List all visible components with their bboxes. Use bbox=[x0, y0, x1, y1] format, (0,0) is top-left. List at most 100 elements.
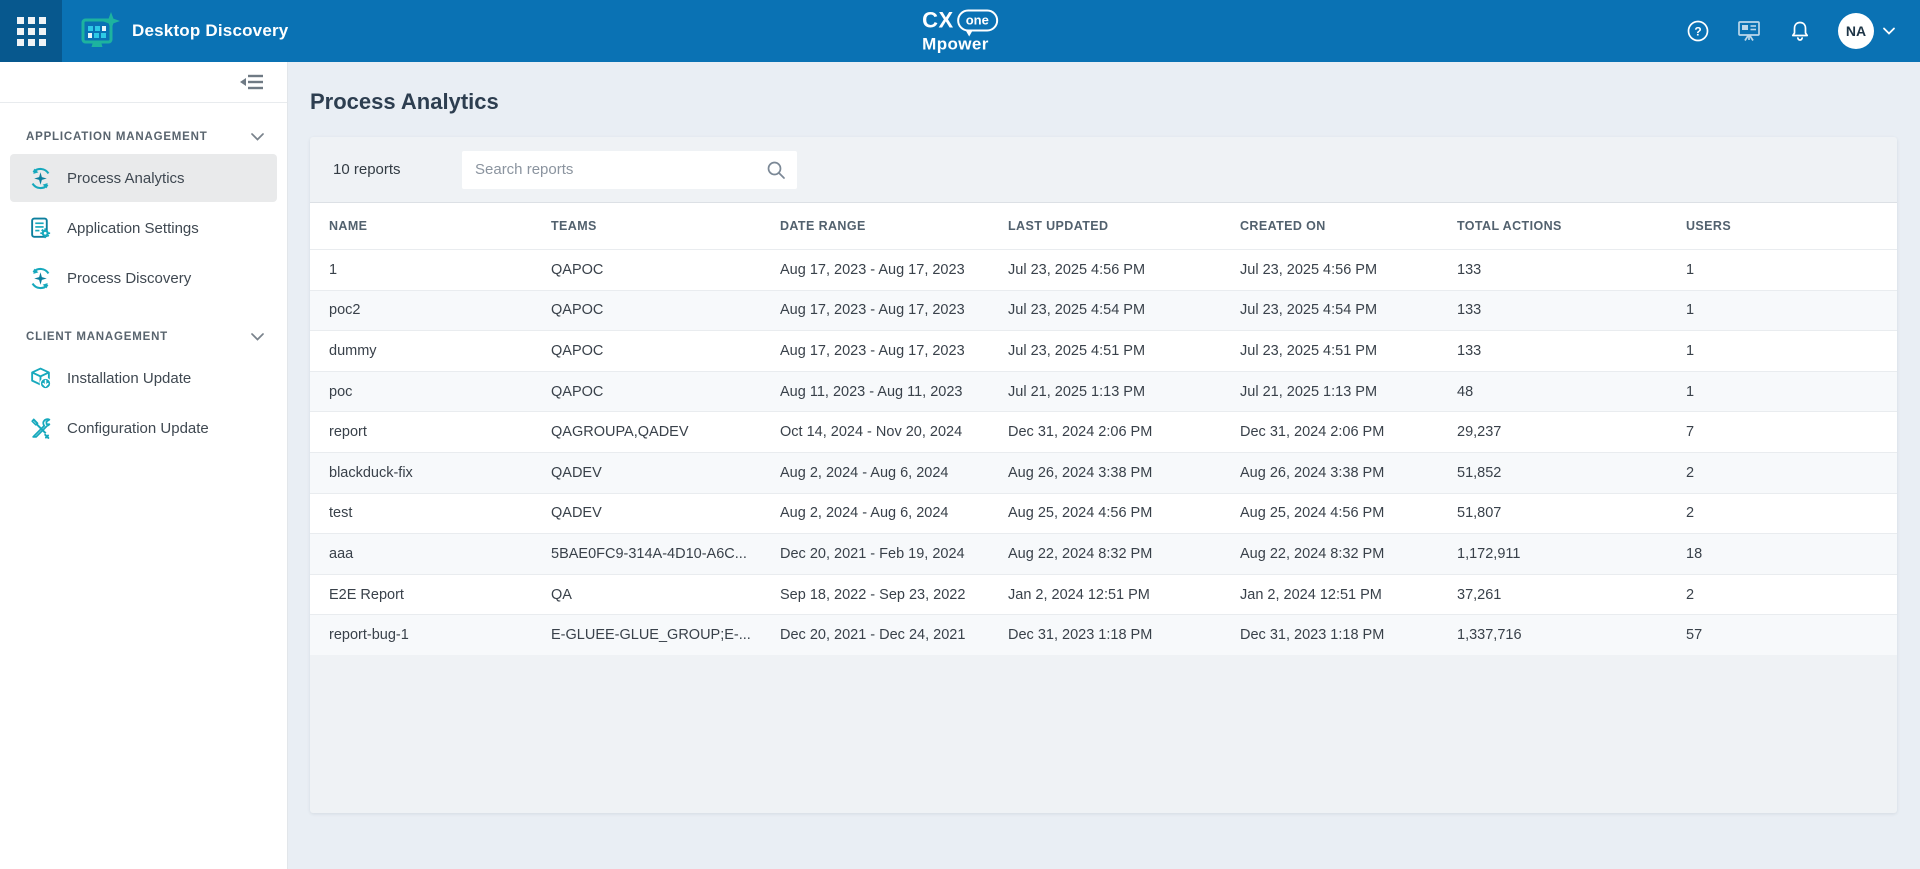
table-cell: 133 bbox=[1457, 261, 1482, 278]
sidebar-item-label: Configuration Update bbox=[67, 419, 209, 437]
table-cell: Dec 20, 2021 - Dec 24, 2021 bbox=[780, 627, 966, 644]
help-button[interactable]: ? bbox=[1686, 19, 1710, 43]
table-cell: 5BAE0FC9-314A-4D10-A6C... bbox=[551, 545, 747, 562]
table-cell: 29,237 bbox=[1457, 424, 1502, 441]
logo-one-bubble: one bbox=[956, 9, 998, 37]
section-client-management[interactable]: CLIENT MANAGEMENT bbox=[0, 303, 287, 353]
table-cell: Dec 31, 2024 2:06 PM bbox=[1240, 424, 1385, 441]
table-cell: Jul 23, 2025 4:51 PM bbox=[1240, 342, 1378, 359]
app-title: Desktop Discovery bbox=[132, 21, 289, 40]
desktop-discovery-icon bbox=[78, 10, 120, 52]
table-cell: Oct 14, 2024 - Nov 20, 2024 bbox=[780, 424, 963, 441]
section-application-management[interactable]: APPLICATION MANAGEMENT bbox=[0, 103, 287, 153]
logo-mpower-text: Mpower bbox=[922, 34, 989, 54]
table-row[interactable]: 1 QAPOC Aug 17, 2023 - Aug 17, 2023 Jul 23,… bbox=[310, 249, 1897, 290]
table-cell: 1 bbox=[329, 261, 338, 278]
table-row[interactable]: poc2 QAPOC Aug 17, 2023 - Aug 17, 2023 Jul … bbox=[310, 289, 1897, 331]
avatar: NA bbox=[1838, 13, 1874, 49]
table-cell: QADEV bbox=[551, 464, 602, 481]
process-analytics-icon bbox=[29, 167, 52, 190]
search-box bbox=[462, 150, 797, 189]
table-cell: Jul 21, 2025 1:13 PM bbox=[1008, 383, 1146, 400]
table-row[interactable]: report-bug-1 E-GLUEE-GLUE_GROUP;E-... Dec … bbox=[310, 614, 1897, 655]
column-header-total-actions[interactable]: TOTAL ACTIONS bbox=[1457, 219, 1562, 233]
sidebar-item-label: Process Analytics bbox=[67, 169, 185, 187]
column-header-created-on[interactable]: CREATED ON bbox=[1240, 219, 1326, 233]
search-input[interactable] bbox=[462, 150, 797, 189]
table-cell: 1 bbox=[1686, 302, 1695, 319]
notifications-button[interactable] bbox=[1788, 19, 1812, 43]
column-header-teams[interactable]: TEAMS bbox=[551, 219, 597, 233]
table-cell: E-GLUEE-GLUE_GROUP;E-... bbox=[551, 627, 751, 644]
sidebar-item-installation-update[interactable]: Installation Update bbox=[10, 354, 277, 402]
reports-toolbar: 10 reports bbox=[310, 137, 1897, 202]
table-cell: Aug 26, 2024 3:38 PM bbox=[1240, 464, 1385, 481]
top-header-bar: Desktop Discovery CX one Mpower ? bbox=[0, 0, 1920, 62]
sidebar: APPLICATION MANAGEMENT Process Analytics bbox=[0, 62, 288, 869]
column-header-last-updated[interactable]: LAST UPDATED bbox=[1008, 219, 1109, 233]
table-row[interactable]: poc QAPOC Aug 11, 2023 - Aug 11, 2023 Jul 2… bbox=[310, 370, 1897, 412]
sidebar-item-label: Process Discovery bbox=[67, 269, 192, 287]
table-cell: QADEV bbox=[551, 505, 602, 522]
table-cell: 1 bbox=[1686, 342, 1695, 359]
svg-text:?: ? bbox=[1694, 25, 1701, 39]
table-cell: QAPOC bbox=[551, 342, 604, 359]
table-cell: 133 bbox=[1457, 302, 1482, 319]
table-cell: Dec 31, 2023 1:18 PM bbox=[1008, 627, 1153, 644]
table-cell: Aug 25, 2024 4:56 PM bbox=[1240, 505, 1385, 522]
app-brand: Desktop Discovery bbox=[78, 10, 288, 52]
waffle-icon bbox=[16, 16, 46, 46]
collapse-sidebar-icon bbox=[240, 74, 263, 90]
table-cell: 1,337,716 bbox=[1457, 627, 1522, 644]
table-row[interactable]: aaa 5BAE0FC9-314A-4D10-A6C... Dec 20, 2021… bbox=[310, 533, 1897, 574]
table-row[interactable]: blackduck-fix QADEV Aug 2, 2024 - Aug 6, 2… bbox=[310, 451, 1897, 493]
table-row[interactable]: E2E Report QA Sep 18, 2022 - Sep 23, 2022 J… bbox=[310, 573, 1897, 615]
table-header-row: NAME TEAMS DATE RANGE LAST UPDATED CREATED O… bbox=[310, 203, 1897, 249]
sidebar-item-process-analytics[interactable]: Process Analytics bbox=[10, 154, 277, 202]
column-header-date-range[interactable]: DATE RANGE bbox=[780, 219, 866, 233]
column-header-users[interactable]: USERS bbox=[1686, 219, 1732, 233]
table-cell: 57 bbox=[1686, 627, 1703, 644]
table-cell: 1 bbox=[1686, 383, 1695, 400]
configuration-update-icon bbox=[29, 417, 52, 440]
app-launcher-button[interactable] bbox=[0, 0, 62, 62]
sidebar-item-process-discovery[interactable]: Process Discovery bbox=[10, 254, 277, 302]
table-cell: blackduck-fix bbox=[329, 464, 413, 481]
table-cell: 51,852 bbox=[1457, 464, 1502, 481]
table-cell: Aug 22, 2024 8:32 PM bbox=[1008, 545, 1153, 562]
header-actions: ? NA bbox=[1686, 13, 1920, 49]
table-row[interactable]: test QADEV Aug 2, 2024 - Aug 6, 2024 Aug 25… bbox=[310, 492, 1897, 534]
application-settings-icon bbox=[29, 217, 52, 240]
bell-icon bbox=[1791, 21, 1809, 41]
cxone-mpower-logo: CX one Mpower bbox=[922, 7, 998, 54]
presentation-button[interactable] bbox=[1736, 18, 1762, 44]
main-content: Process Analytics 10 reports bbox=[288, 62, 1920, 869]
table-cell: Dec 31, 2024 2:06 PM bbox=[1008, 424, 1153, 441]
table-cell: Aug 11, 2023 - Aug 11, 2023 bbox=[780, 383, 963, 400]
table-cell: report bbox=[329, 424, 367, 441]
table-row[interactable]: report QAGROUPA,QADEV Oct 14, 2024 - Nov 2… bbox=[310, 411, 1897, 452]
collapse-sidebar-button[interactable] bbox=[239, 71, 265, 93]
table-cell: QAPOC bbox=[551, 261, 604, 278]
table-cell: Jan 2, 2024 12:51 PM bbox=[1008, 586, 1150, 603]
sidebar-item-application-settings[interactable]: Application Settings bbox=[10, 204, 277, 252]
table-cell: Dec 20, 2021 - Feb 19, 2024 bbox=[780, 545, 965, 562]
table-cell: Aug 2, 2024 - Aug 6, 2024 bbox=[780, 505, 949, 522]
table-cell: Aug 17, 2023 - Aug 17, 2023 bbox=[780, 342, 965, 359]
column-header-name[interactable]: NAME bbox=[329, 219, 368, 233]
section-label: CLIENT MANAGEMENT bbox=[26, 331, 169, 343]
user-menu[interactable]: NA bbox=[1838, 13, 1896, 49]
logo-cx-text: CX bbox=[922, 7, 954, 33]
reports-table: NAME TEAMS DATE RANGE LAST UPDATED CREATED O… bbox=[310, 202, 1897, 655]
sidebar-item-configuration-update[interactable]: Configuration Update bbox=[10, 404, 277, 452]
table-cell: aaa bbox=[329, 545, 354, 562]
process-discovery-icon bbox=[29, 267, 52, 290]
table-cell: QAPOC bbox=[551, 383, 604, 400]
table-cell: 2 bbox=[1686, 464, 1695, 481]
table-cell: Dec 31, 2023 1:18 PM bbox=[1240, 627, 1385, 644]
sidebar-divider bbox=[0, 102, 287, 103]
table-cell: 2 bbox=[1686, 505, 1695, 522]
search-icon[interactable] bbox=[765, 159, 787, 181]
table-row[interactable]: dummy QAPOC Aug 17, 2023 - Aug 17, 2023 Jul… bbox=[310, 330, 1897, 371]
